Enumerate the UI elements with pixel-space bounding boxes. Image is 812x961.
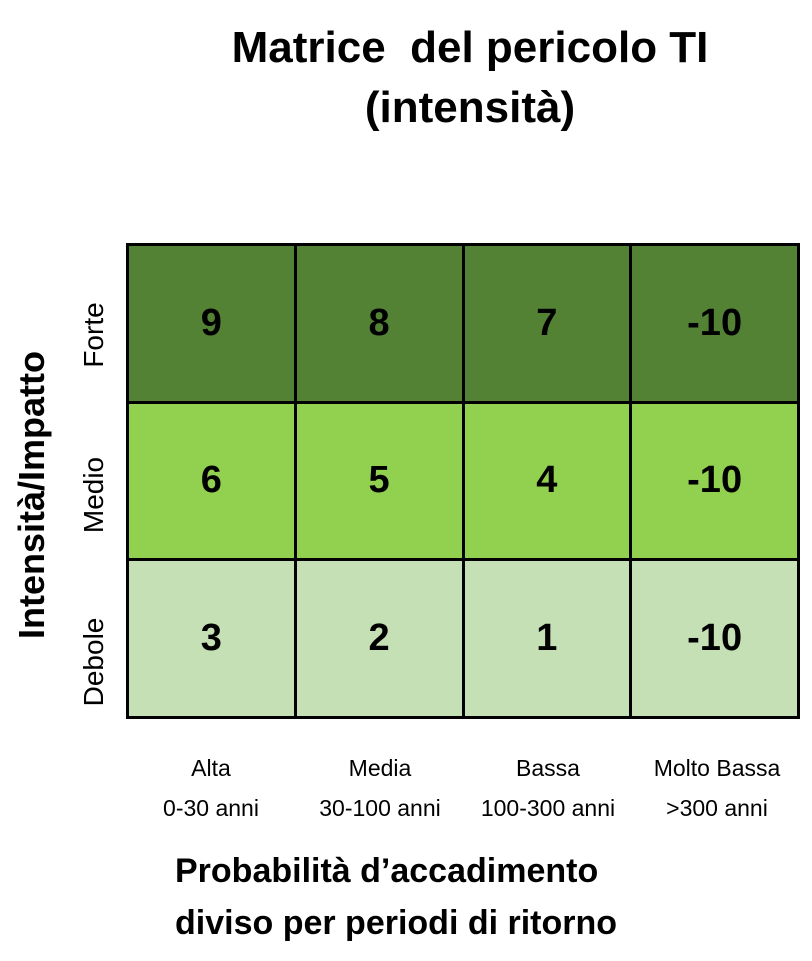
matrix-cell-medio-alta: 6 — [129, 403, 294, 559]
hazard-matrix: 9 8 7 -10 6 5 4 -10 3 2 1 -10 — [126, 243, 800, 719]
row-label-forte: Forte — [78, 302, 109, 368]
column-label-molto-bassa: Molto Bassa >300 anni — [632, 748, 802, 828]
column-name: Molto Bassa — [653, 755, 781, 781]
row-label-debole: Debole — [78, 617, 109, 707]
column-range: 30-100 anni — [319, 795, 441, 821]
column-label-media: Media 30-100 anni — [295, 748, 465, 828]
matrix-cell-medio-media: 5 — [296, 403, 462, 559]
column-range: 0-30 anni — [163, 795, 259, 821]
x-axis-title-line-2: diviso per periodi di ritorno — [175, 904, 618, 942]
title-line-2: (intensità) — [364, 83, 576, 132]
matrix-cell-forte-bassa: 7 — [464, 246, 630, 401]
column-name: Media — [348, 755, 412, 781]
chart-title: Matrice del pericolo TI (intensità) — [190, 18, 750, 138]
matrix-cell-forte-media: 8 — [296, 246, 462, 401]
matrix-cell-debole-molto-bassa: -10 — [632, 561, 797, 716]
x-axis-title: Probabilità d’accadimento diviso per per… — [175, 845, 795, 949]
matrix-cell-forte-alta: 9 — [129, 246, 294, 401]
row-label-medio: Medio — [78, 456, 109, 534]
matrix-cell-forte-molto-bassa: -10 — [632, 246, 797, 401]
x-axis-title-line-1: Probabilità d’accadimento — [175, 852, 599, 890]
column-range: 100-300 anni — [480, 795, 616, 821]
column-label-bassa: Bassa 100-300 anni — [463, 748, 633, 828]
y-axis-title: Intensità/Impatto — [11, 350, 52, 640]
matrix-cell-debole-bassa: 1 — [464, 561, 630, 716]
matrix-cell-medio-molto-bassa: -10 — [632, 403, 797, 559]
matrix-cell-medio-bassa: 4 — [464, 403, 630, 559]
column-label-alta: Alta 0-30 anni — [126, 748, 296, 828]
column-range: >300 anni — [666, 795, 768, 821]
title-line-1: Matrice del pericolo TI — [231, 23, 709, 72]
matrix-cell-debole-alta: 3 — [129, 561, 294, 716]
column-name: Bassa — [516, 755, 580, 781]
matrix-cell-debole-media: 2 — [296, 561, 462, 716]
column-name: Alta — [191, 755, 231, 781]
